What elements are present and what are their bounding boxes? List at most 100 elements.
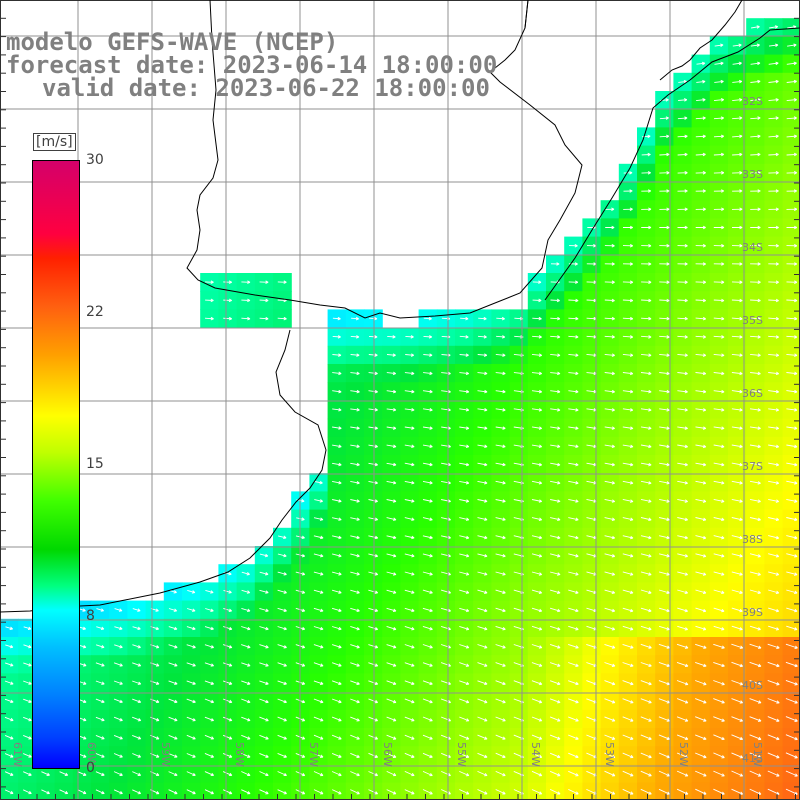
wind-arrow — [604, 316, 615, 321]
wind-arrow — [677, 480, 688, 485]
wind-arrow — [187, 589, 196, 594]
wind-arrow — [459, 535, 470, 540]
wind-arrow — [695, 134, 706, 139]
wind-arrow — [404, 535, 415, 540]
wind-arrow — [404, 589, 415, 594]
wind-arrow — [713, 480, 725, 485]
wind-arrow — [622, 480, 634, 485]
wind-arrow — [786, 134, 798, 139]
wind-arrow — [549, 662, 561, 667]
wind-arrow — [404, 389, 415, 394]
wind-arrow — [750, 353, 761, 357]
wind-arrow — [785, 770, 798, 777]
wind-arrow — [368, 625, 379, 631]
wind-arrow — [277, 626, 287, 631]
wind-arrow — [168, 608, 178, 612]
wind-arrow — [677, 116, 688, 120]
wind-arrow — [749, 752, 762, 759]
wind-arrow — [404, 716, 415, 722]
wind-arrow — [731, 589, 743, 595]
wind-arrow — [604, 280, 615, 285]
wind-arrow — [531, 535, 543, 540]
wind-arrow — [204, 752, 215, 758]
wind-arrow — [749, 698, 762, 704]
wind-arrow — [786, 389, 798, 394]
wind-arrow — [277, 571, 287, 576]
wind-arrow — [768, 517, 780, 522]
wind-arrow — [186, 608, 196, 612]
wind-arrow — [113, 734, 123, 740]
wind-arrow — [368, 353, 378, 357]
wind-arrow — [313, 571, 324, 576]
wind-arrow — [786, 207, 798, 211]
wind-arrow — [350, 752, 360, 758]
wind-arrow — [568, 335, 579, 339]
wind-arrow — [695, 298, 707, 303]
wind-arrow — [622, 280, 634, 285]
wind-arrow — [658, 752, 670, 759]
wind-arrow — [641, 152, 651, 157]
wind-arrow — [695, 716, 707, 722]
wind-arrow — [659, 134, 670, 139]
wind-arrow — [641, 244, 652, 248]
wind-arrow — [495, 734, 506, 740]
wind-arrow — [386, 444, 397, 449]
wind-arrow — [459, 462, 470, 467]
wind-arrow — [277, 680, 287, 685]
wind-arrow — [677, 498, 688, 503]
wind-arrow — [658, 716, 671, 722]
wind-arrow — [731, 207, 743, 211]
wind-arrow — [477, 335, 487, 339]
wind-arrow — [750, 170, 761, 175]
wind-arrow — [622, 752, 634, 759]
wind-arrow — [222, 734, 233, 740]
wind-arrow — [478, 316, 487, 321]
wind-arrow — [477, 607, 488, 613]
wind-arrow — [714, 61, 724, 66]
wind-arrow — [550, 408, 561, 412]
wind-arrow — [640, 770, 652, 777]
wind-arrow — [368, 571, 379, 576]
wind-arrow — [640, 752, 652, 759]
wind-arrow — [768, 335, 780, 339]
wind-arrow — [531, 662, 543, 667]
wind-cell — [673, 782, 693, 800]
wind-arrow — [786, 225, 798, 230]
wind-arrow — [767, 734, 780, 741]
wind-arrow — [223, 607, 233, 612]
wind-arrow — [405, 353, 415, 357]
wind-arrow — [422, 389, 433, 394]
wind-arrow — [786, 189, 798, 193]
wind-arrow — [477, 662, 488, 667]
wind-arrow — [641, 171, 651, 175]
wind-arrow — [459, 644, 470, 649]
wind-arrow — [241, 571, 250, 576]
wind-arrow — [695, 389, 707, 394]
lat-label: 40S — [742, 679, 763, 692]
wind-arrow — [77, 771, 87, 776]
wind-arrow — [259, 789, 269, 795]
wind-arrow — [768, 116, 779, 120]
wind-arrow — [750, 61, 761, 66]
wind-cell — [418, 782, 438, 800]
wind-arrow — [695, 444, 707, 449]
wind-arrow — [422, 770, 433, 777]
wind-cell — [36, 782, 56, 800]
wind-arrow — [659, 353, 670, 357]
wind-arrow — [477, 389, 488, 394]
wind-arrow — [495, 607, 506, 613]
wind-arrow — [332, 444, 342, 449]
wind-arrow — [204, 662, 215, 667]
coastline-lower — [0, 329, 327, 613]
wind-arrow — [731, 553, 743, 558]
wind-arrow — [622, 734, 634, 740]
wind-arrow — [750, 316, 761, 321]
wind-arrow — [4, 662, 14, 667]
wind-arrow — [604, 371, 615, 376]
wind-arrow — [677, 371, 688, 376]
wind-arrow — [659, 408, 670, 412]
wind-arrow — [786, 262, 798, 266]
wind-arrow — [550, 499, 561, 503]
wind-cell — [200, 782, 219, 800]
wind-arrow — [532, 280, 542, 284]
